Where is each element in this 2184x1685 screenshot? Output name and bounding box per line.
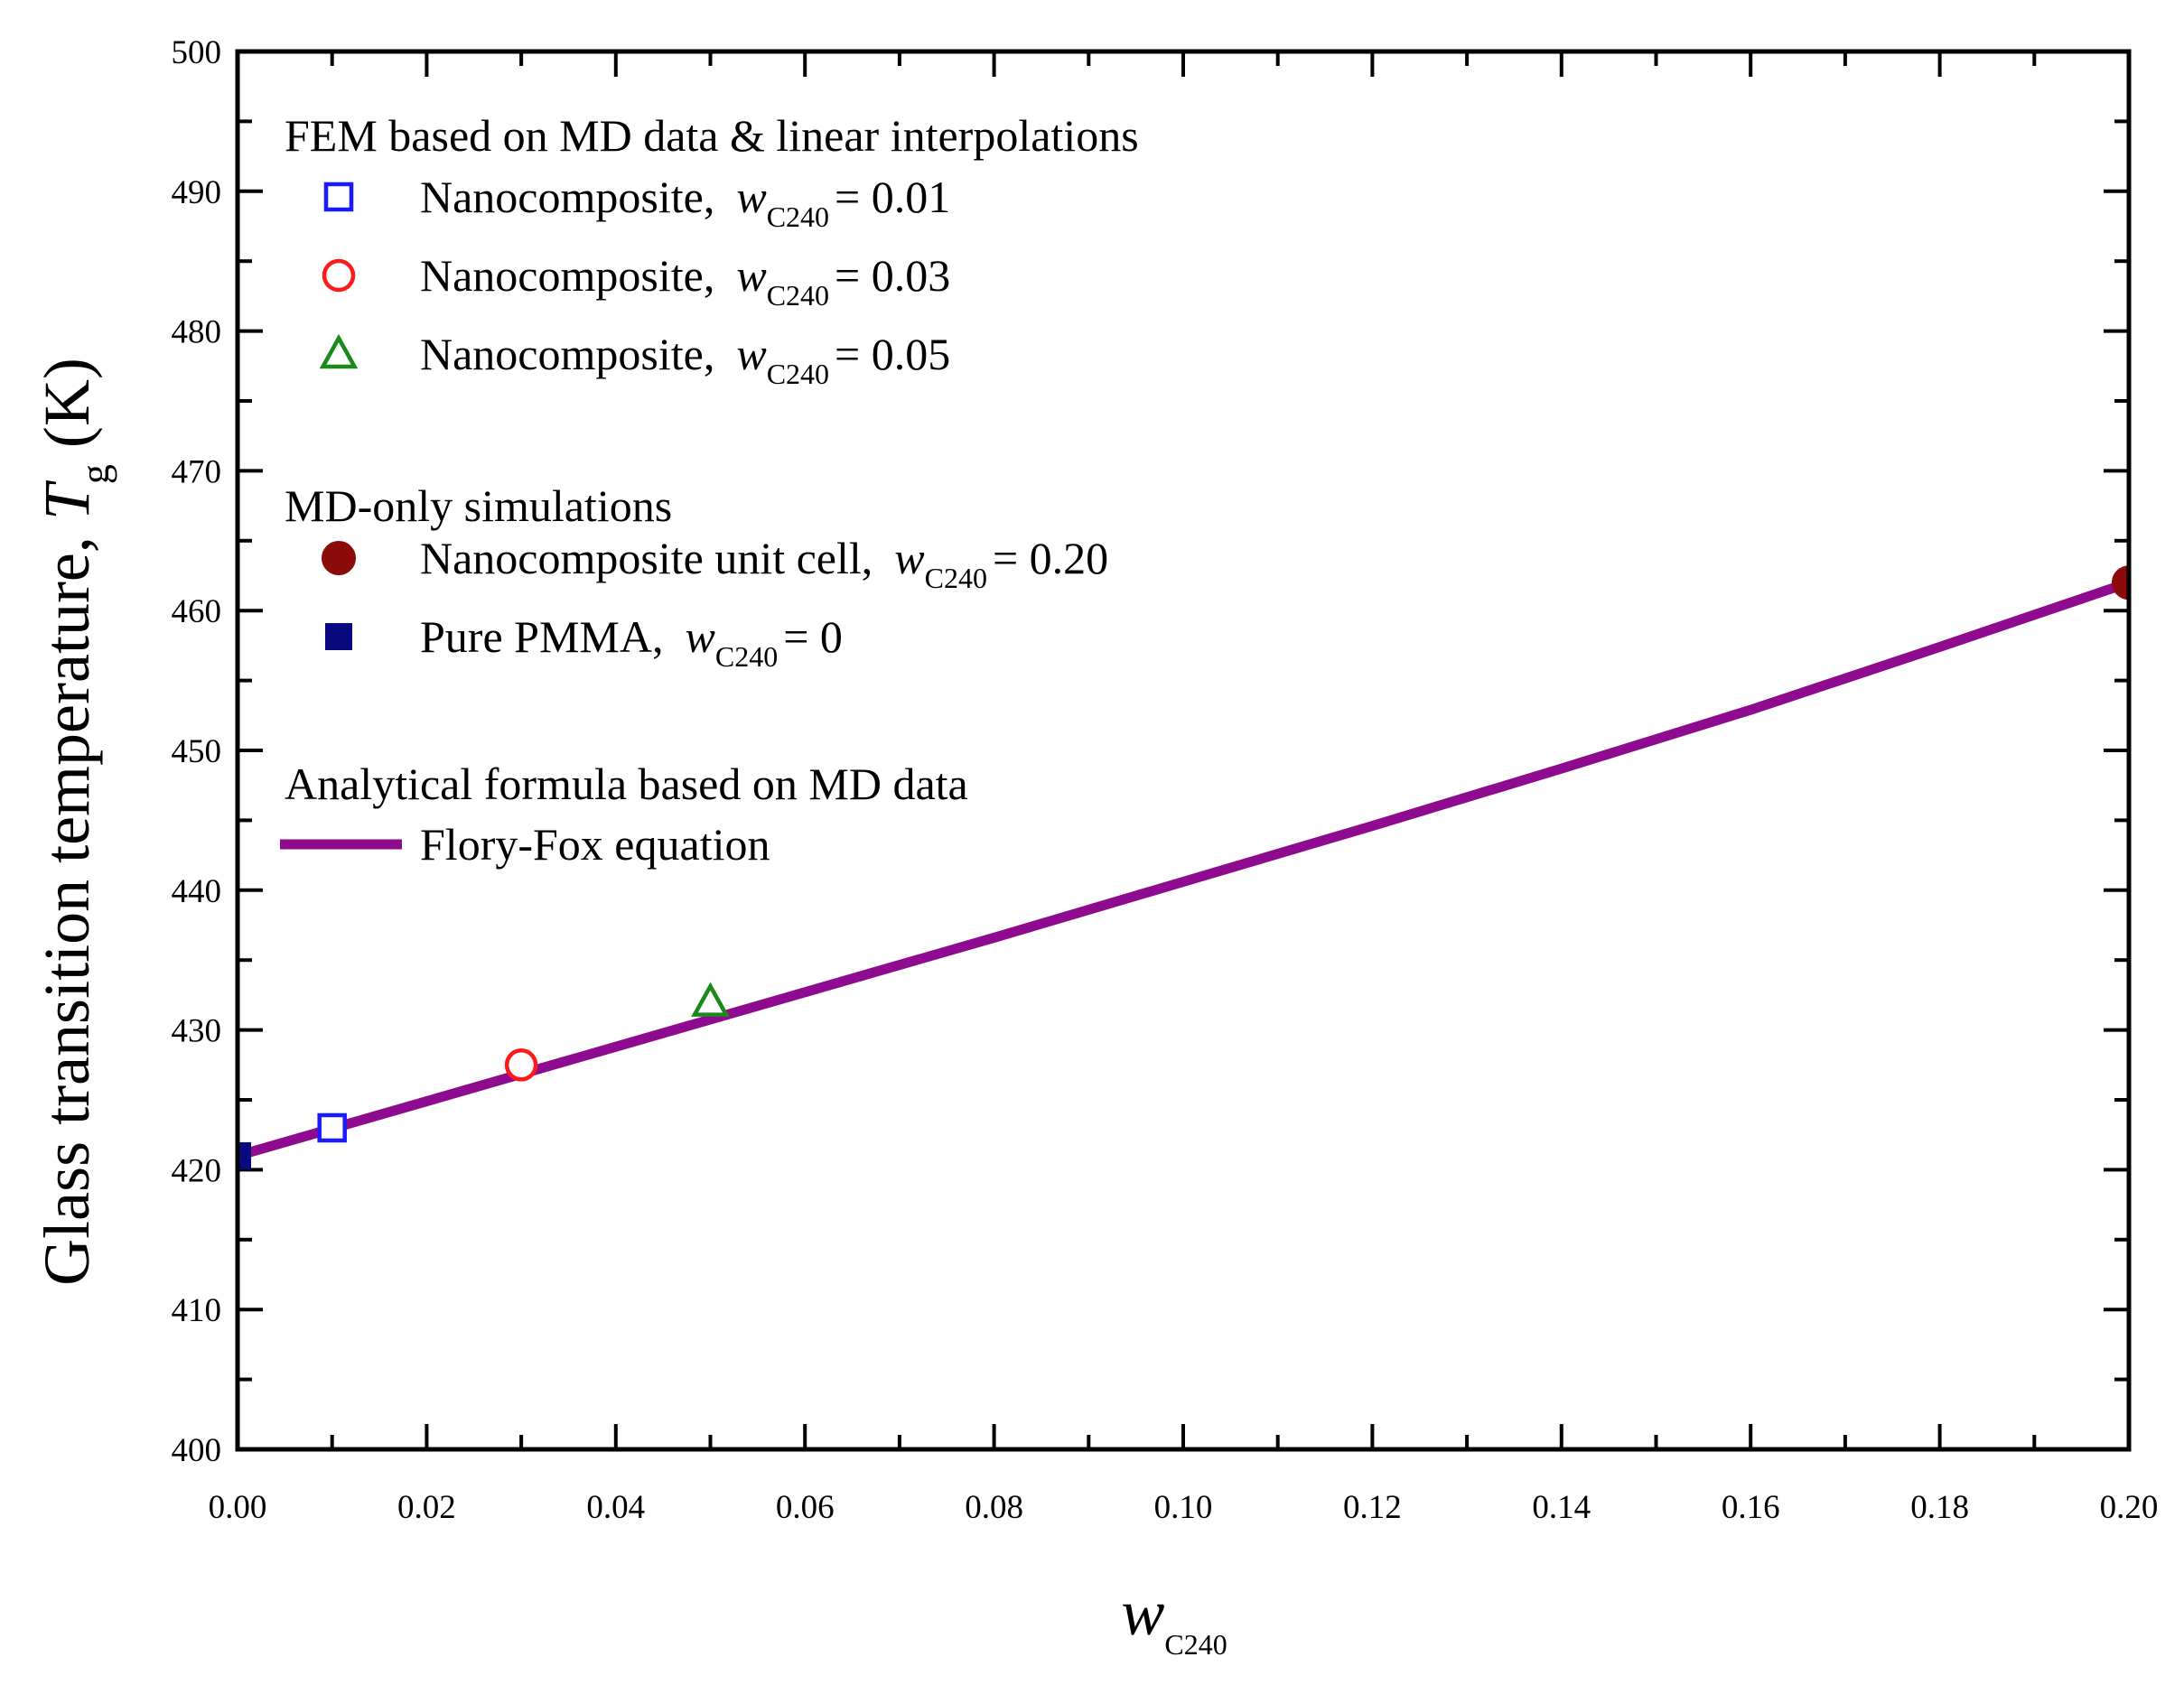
data-point-filled-square <box>238 1141 251 1169</box>
y-tick-label: 460 <box>172 593 222 630</box>
y-tick-label: 420 <box>172 1152 222 1189</box>
y-tick-label: 480 <box>172 314 222 351</box>
y-tick-label: 400 <box>172 1432 222 1469</box>
y-tick-label: 490 <box>172 174 222 211</box>
x-tick-label: 0.20 <box>2100 1489 2159 1526</box>
x-tick-label: 0.18 <box>1910 1489 1969 1526</box>
x-tick-label: 0.16 <box>1722 1489 1780 1526</box>
y-tick-label: 450 <box>172 733 222 770</box>
legend-heading: FEM based on MD data & linear interpolat… <box>285 110 1139 161</box>
y-tick-label: 430 <box>172 1013 222 1050</box>
legend-symbol-filled-square <box>325 623 352 650</box>
y-tick-label: 440 <box>172 873 222 910</box>
legend-entry-label: Flory-Fox equation <box>420 819 770 870</box>
x-tick-label: 0.14 <box>1532 1489 1591 1526</box>
flory-fox-line <box>238 578 2129 1161</box>
legend-symbol-open-circle <box>322 258 356 293</box>
tick-labels: 0.00 0.02 0.04 0.06 0.08 0.10 0.12 0.14 0.16 0.18… <box>172 34 2159 1526</box>
data-point-open-triangle <box>691 982 730 1017</box>
x-tick-label: 0.00 <box>209 1489 267 1526</box>
data-point-open-circle <box>504 1048 538 1082</box>
legend-symbol-filled-circle <box>322 541 356 575</box>
legend-entry-label: Nanocomposite, wC240 = 0.03 <box>420 250 950 312</box>
plot-series <box>238 565 2129 1169</box>
x-tick-label: 0.12 <box>1343 1489 1402 1526</box>
x-tick-label: 0.04 <box>586 1489 645 1526</box>
x-tick-label: 0.02 <box>397 1489 456 1526</box>
x-tick-label: 0.06 <box>776 1489 835 1526</box>
legend-symbol-open-triangle <box>319 333 359 369</box>
data-point-filled-circle <box>2112 565 2129 600</box>
legend-entry-label: Nanocomposite, wC240 = 0.01 <box>420 172 950 233</box>
x-tick-label: 0.08 <box>965 1489 1023 1526</box>
legend-heading: Analytical formula based on MD data <box>285 759 968 809</box>
y-tick-label: 470 <box>172 453 222 490</box>
legend-entry-label: Nanocomposite unit cell, wC240 = 0.20 <box>420 533 1108 594</box>
legend: FEM based on MD data & linear interpolat… <box>280 110 1139 870</box>
data-point-open-square <box>317 1112 347 1143</box>
legend-entry-label: Nanocomposite, wC240 = 0.05 <box>420 329 950 390</box>
plot-frame <box>235 49 2132 1452</box>
y-axis-title: Glass transition temperature, Tg (K) <box>31 358 117 1286</box>
legend-symbol-open-square <box>323 182 354 212</box>
legend-heading: MD-only simulations <box>285 480 672 531</box>
y-tick-label: 500 <box>172 34 222 71</box>
x-axis-title: wC240 <box>1121 1577 1227 1661</box>
legend-entry-label: Pure PMMA, wC240 = 0 <box>420 611 843 673</box>
y-tick-label: 410 <box>172 1292 222 1329</box>
x-tick-label: 0.10 <box>1154 1489 1213 1526</box>
